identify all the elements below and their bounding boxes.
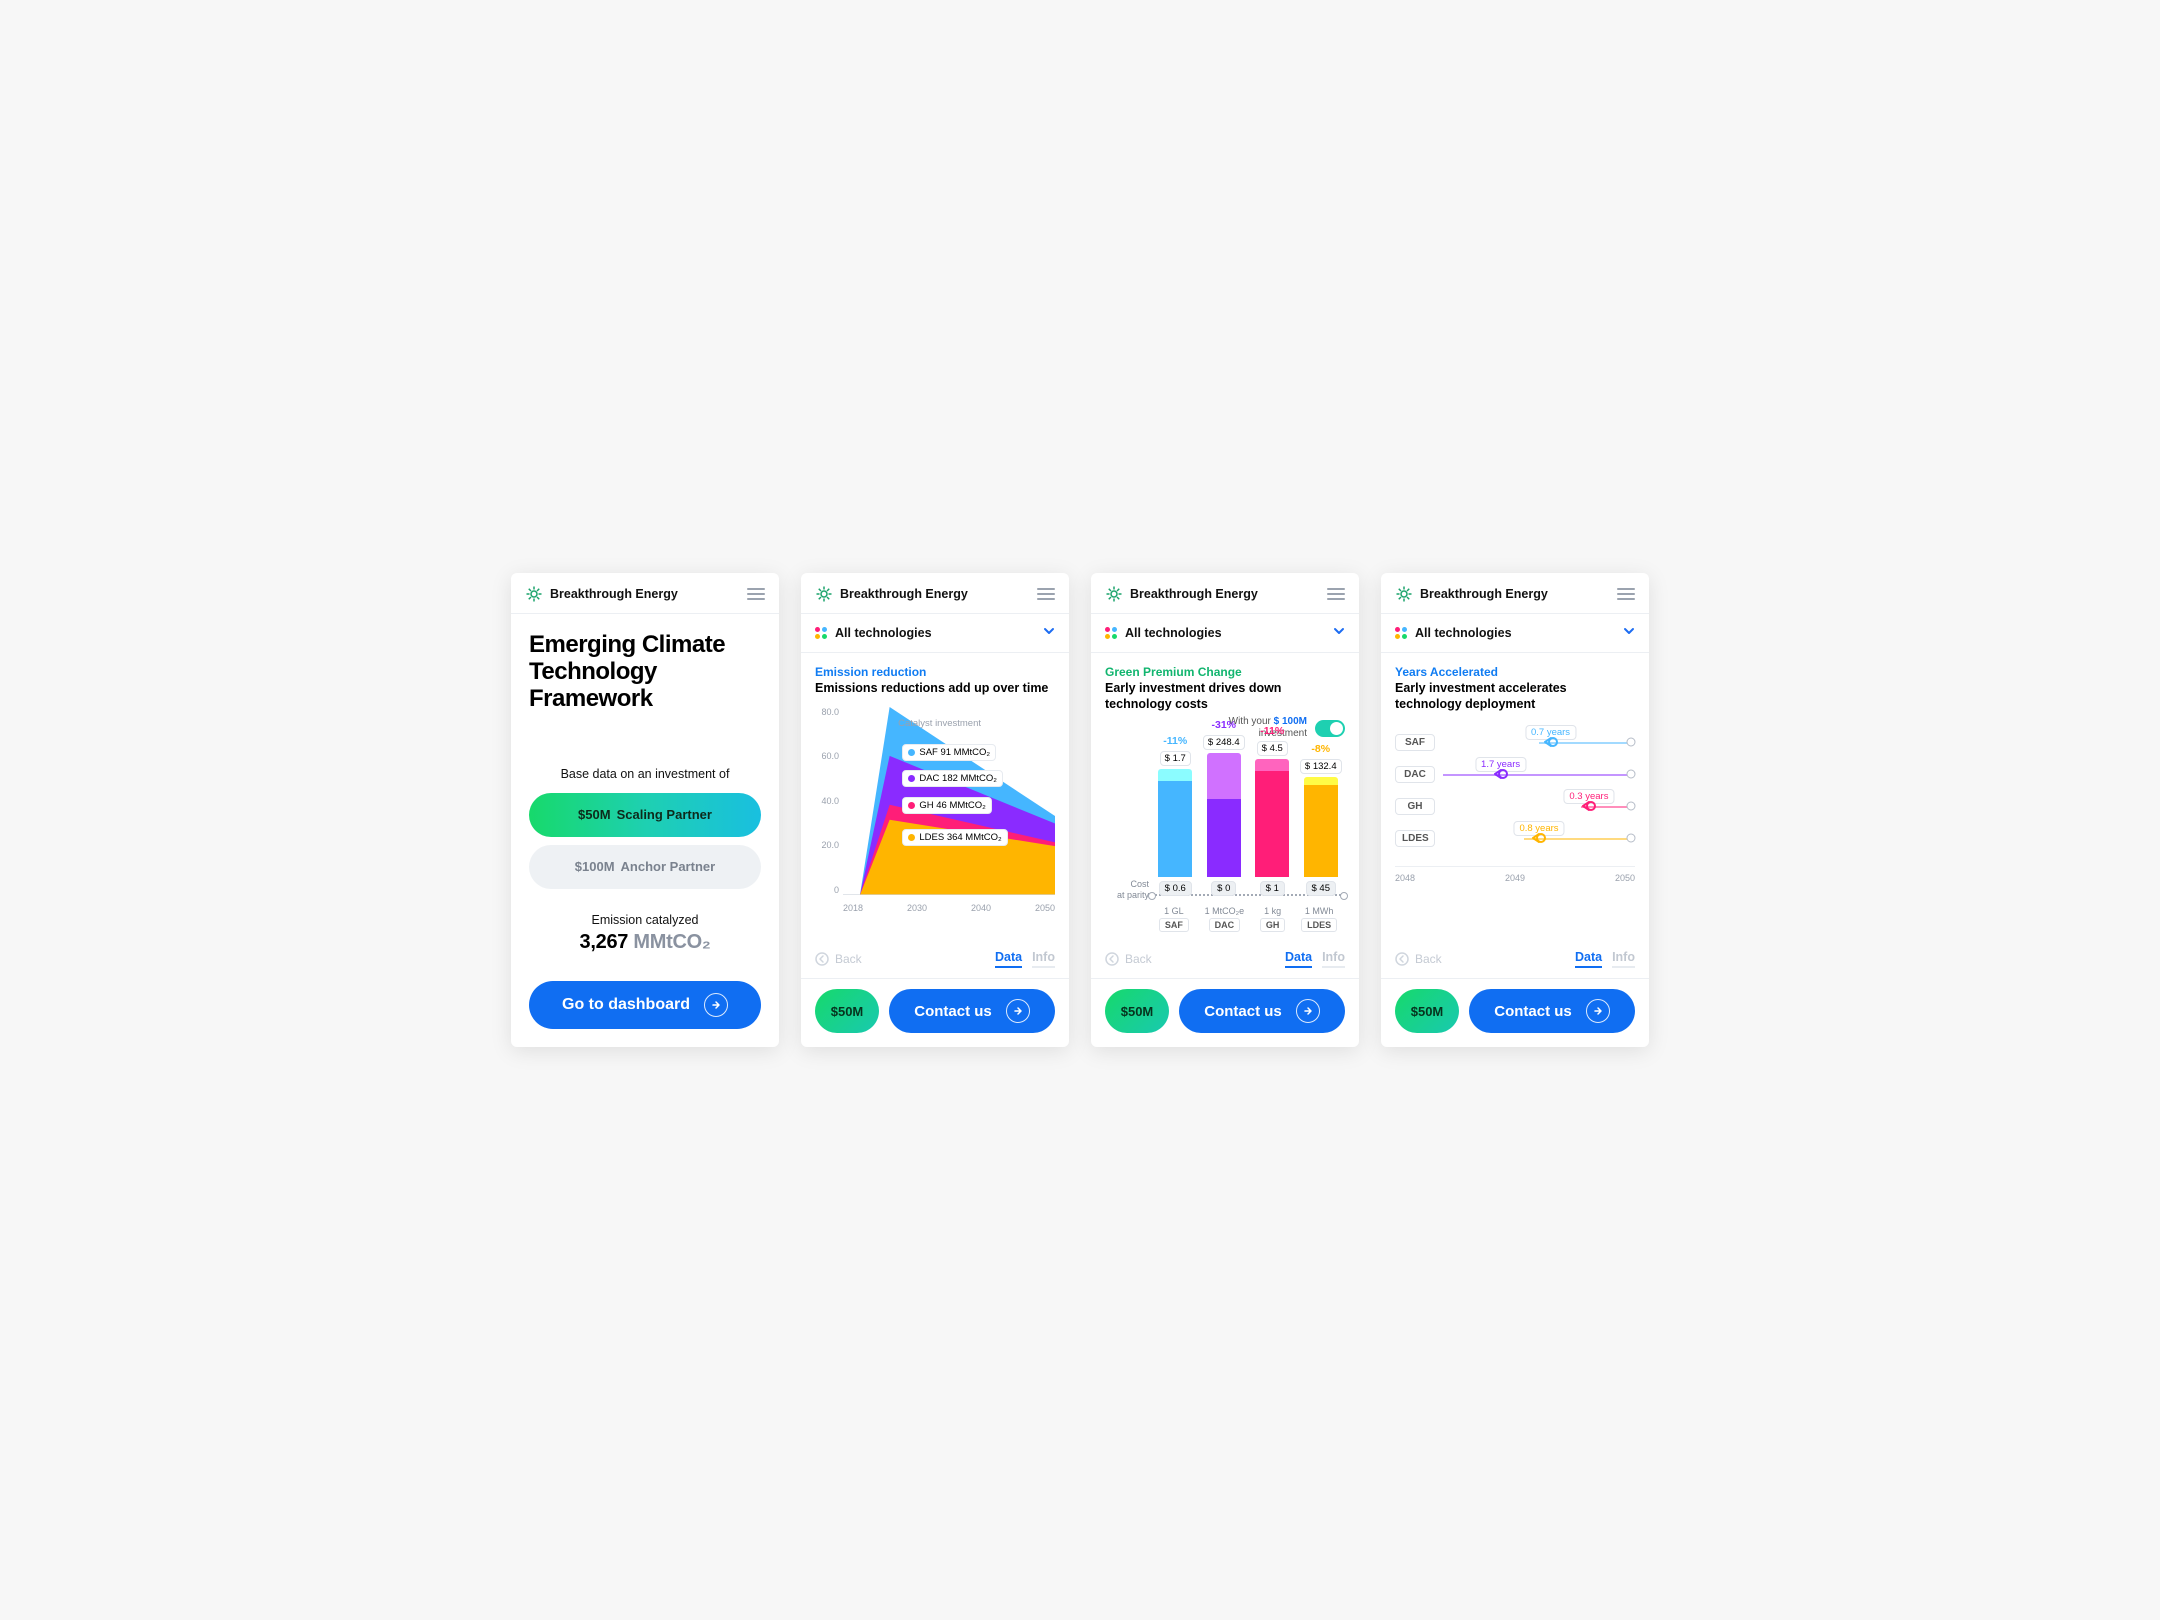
brand: Breakthrough Energy (815, 585, 968, 603)
grid-icon (1395, 627, 1407, 639)
chevron-down-icon (1333, 624, 1345, 642)
tab-info[interactable]: Info (1322, 950, 1345, 968)
contact-us-button[interactable]: Contact us (1469, 989, 1635, 1033)
investment-toggle[interactable] (1315, 720, 1345, 737)
card-header: Breakthrough Energy (801, 573, 1069, 614)
card-header: Breakthrough Energy (511, 573, 779, 614)
technology-filter[interactable]: All technologies (1381, 614, 1649, 653)
arrow-right-icon (1006, 999, 1030, 1023)
contact-us-button[interactable]: Contact us (1179, 989, 1345, 1033)
tab-data[interactable]: Data (1575, 950, 1602, 968)
brand-name: Breakthrough Energy (550, 587, 678, 601)
option-anchor-partner[interactable]: $100M Anchor Partner (529, 845, 761, 889)
go-to-dashboard-button[interactable]: Go to dashboard (529, 981, 761, 1029)
brand: Breakthrough Energy (1105, 585, 1258, 603)
tab-info[interactable]: Info (1032, 950, 1055, 968)
grid-icon (815, 627, 827, 639)
tab-data[interactable]: Data (995, 950, 1022, 968)
emission-value: 3,267 MMtCO₂ (511, 931, 779, 954)
menu-icon[interactable] (1037, 588, 1055, 600)
card-emission-reduction: Breakthrough Energy All technologies Emi… (801, 573, 1069, 1047)
brand: Breakthrough Energy (1395, 585, 1548, 603)
section-title: Green Premium Change (1105, 665, 1345, 679)
page-title: Emerging Climate Technology Framework (511, 614, 779, 713)
menu-icon[interactable] (1617, 588, 1635, 600)
bar-gh: -11% $ 4.5 $ 1 (1254, 725, 1290, 896)
section-subtitle: Early investment drives down technology … (1105, 681, 1345, 712)
card-intro: Breakthrough Energy Emerging Climate Tec… (511, 573, 779, 1047)
investment-chip[interactable]: $50M (1395, 989, 1459, 1033)
brand-name: Breakthrough Energy (840, 587, 968, 601)
option-scaling-partner[interactable]: $50M Scaling Partner (529, 793, 761, 837)
contact-us-button[interactable]: Contact us (889, 989, 1055, 1033)
technology-filter[interactable]: All technologies (1091, 614, 1359, 653)
tab-data[interactable]: Data (1285, 950, 1312, 968)
investment-chip[interactable]: $50M (815, 989, 879, 1033)
back-link[interactable]: Back (1105, 952, 1152, 966)
back-link[interactable]: Back (1395, 952, 1442, 966)
tab-info[interactable]: Info (1612, 950, 1635, 968)
cost-parity-label: Costat parity (1105, 879, 1149, 900)
chevron-down-icon (1043, 624, 1055, 642)
section-title: Years Accelerated (1395, 665, 1635, 679)
menu-icon[interactable] (1327, 588, 1345, 600)
arrow-right-icon (704, 993, 728, 1017)
back-arrow-icon (1105, 952, 1119, 966)
section-subtitle: Emissions reductions add up over time (815, 681, 1055, 697)
legend-gh: GH 46 MMtCO₂ (902, 797, 992, 814)
bar-chart: Costat parity -11% $ 1.7 $ 0.6 -31% $ 24… (1105, 746, 1345, 932)
timeline-row-gh: GH 0.3 years (1395, 790, 1635, 822)
base-data-label: Base data on an investment of (511, 767, 779, 781)
back-link[interactable]: Back (815, 952, 862, 966)
logo-icon (1105, 585, 1123, 603)
arrow-right-icon (1296, 999, 1320, 1023)
brand-name: Breakthrough Energy (1130, 587, 1258, 601)
legend-dac: DAC 182 MMtCO₂ (902, 770, 1003, 787)
section-subtitle: Early investment accelerates technology … (1395, 681, 1635, 712)
investment-chip[interactable]: $50M (1105, 989, 1169, 1033)
timeline-row-saf: SAF 0.7 years (1395, 726, 1635, 758)
card-years-accelerated: Breakthrough Energy All technologies Yea… (1381, 573, 1649, 1047)
catalyst-investment-label: Catalyst investment (898, 718, 981, 729)
back-arrow-icon (1395, 952, 1409, 966)
menu-icon[interactable] (747, 588, 765, 600)
legend-ldes: LDES 364 MMtCO₂ (902, 829, 1007, 846)
timeline-row-ldes: LDES 0.8 years (1395, 822, 1635, 854)
technology-filter[interactable]: All technologies (801, 614, 1069, 653)
card-header: Breakthrough Energy (1381, 573, 1649, 614)
card-header: Breakthrough Energy (1091, 573, 1359, 614)
bar-ldes: -8% $ 132.4 $ 45 (1303, 743, 1339, 896)
timeline-row-dac: DAC 1.7 years (1395, 758, 1635, 790)
logo-icon (525, 585, 543, 603)
area-chart: 80.060.040.020.00 Catalyst investment SA… (815, 707, 1055, 913)
logo-icon (815, 585, 833, 603)
brand-name: Breakthrough Energy (1420, 587, 1548, 601)
emission-label: Emission catalyzed (511, 913, 779, 927)
arrow-right-icon (1586, 999, 1610, 1023)
section-title: Emission reduction (815, 665, 1055, 679)
grid-icon (1105, 627, 1117, 639)
bar-dac: -31% $ 248.4 $ 0 (1206, 719, 1242, 896)
bar-saf: -11% $ 1.7 $ 0.6 (1157, 735, 1193, 896)
back-arrow-icon (815, 952, 829, 966)
brand: Breakthrough Energy (525, 585, 678, 603)
logo-icon (1395, 585, 1413, 603)
card-green-premium: Breakthrough Energy All technologies Gre… (1091, 573, 1359, 1047)
legend-saf: SAF 91 MMtCO₂ (902, 744, 996, 761)
chevron-down-icon (1623, 624, 1635, 642)
